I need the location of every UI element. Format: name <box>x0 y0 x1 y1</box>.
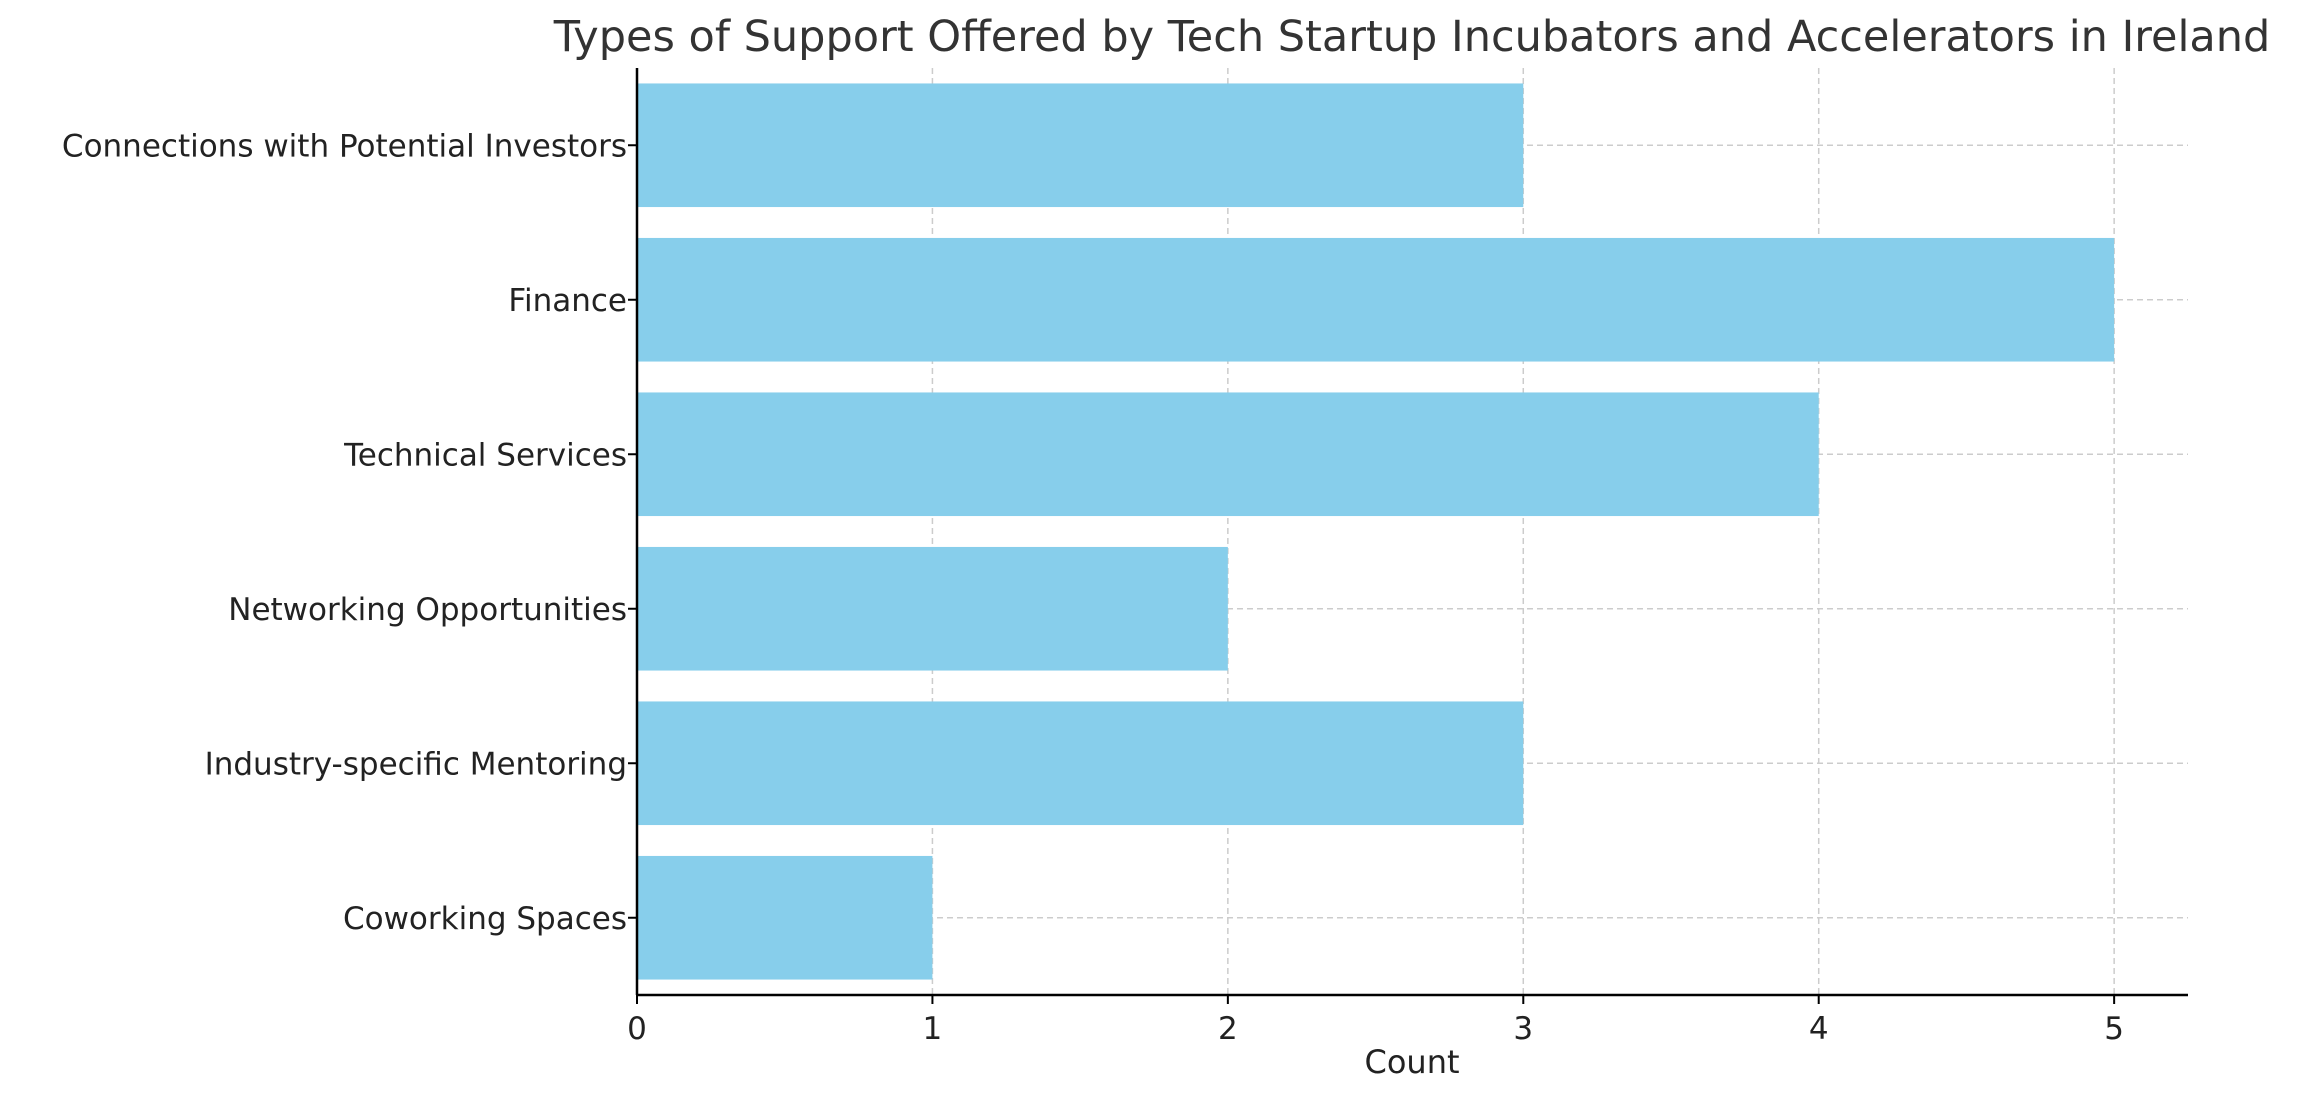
x-tick-label: 4 <box>1809 1011 1829 1047</box>
bar-finance <box>637 237 2115 362</box>
bar-industry-specific-mentoring <box>637 701 1524 826</box>
x-tick-label: 1 <box>923 1011 943 1047</box>
y-tick-label: Technical Services <box>343 437 627 473</box>
y-tick-label: Coworking Spaces <box>343 901 627 937</box>
axes <box>628 68 2188 1004</box>
tick-labels: 0 1 2 3 4 5 Connections with Potential Investo… <box>62 128 2124 1047</box>
x-axis-label: Count <box>1364 1043 1459 1081</box>
bar-networking-opportunities <box>637 546 1228 671</box>
y-tick-label: Networking Opportunities <box>228 592 627 628</box>
x-tick-label: 3 <box>1513 1011 1533 1047</box>
y-tick-label: Finance <box>508 283 627 319</box>
chart-title: Types of Support Offered by Tech Startup… <box>553 12 2271 62</box>
bar-coworking-spaces <box>637 855 933 980</box>
bar-connections-with-potential-investors <box>637 83 1524 208</box>
bars <box>637 83 2115 980</box>
y-tick-label: Connections with Potential Investors <box>62 128 627 164</box>
y-tick-label: Industry-specific Mentoring <box>205 746 627 782</box>
x-tick-label: 5 <box>2104 1011 2124 1047</box>
x-tick-label: 0 <box>627 1011 647 1047</box>
x-tick-label: 2 <box>1218 1011 1238 1047</box>
bar-technical-services <box>637 392 1819 517</box>
